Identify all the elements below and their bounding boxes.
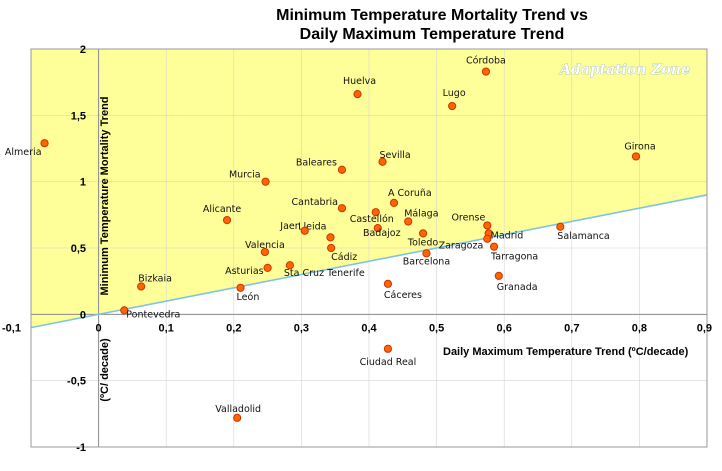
data-point: [236, 283, 245, 292]
data-point-label: Alicante: [203, 204, 242, 215]
data-point: [285, 261, 295, 270]
data-point-label: Baleares: [296, 158, 337, 169]
data-point-label: Girona: [624, 141, 655, 152]
x-tick-label: 0,8: [632, 322, 647, 334]
x-axis-label: Daily Maximum Temperature Trend (ºC/deca…: [443, 346, 689, 358]
data-point-label: Ciudad Real: [360, 357, 417, 368]
data-point: [404, 217, 413, 226]
data-point: [378, 157, 387, 166]
data-point: [300, 226, 309, 235]
data-point-label: Asturias: [225, 266, 264, 277]
data-point-label: Lugo: [443, 88, 466, 99]
x-tick-label: 0,2: [226, 322, 241, 334]
data-point-label: Badajoz: [363, 228, 401, 239]
data-point-label: Granada: [497, 282, 538, 293]
data-point: [418, 229, 428, 238]
data-point-label: Huelva: [343, 76, 376, 87]
x-tick-label: 0,3: [294, 322, 309, 334]
data-point-label: Zaragoza: [439, 241, 484, 252]
data-point-label: Salamanca: [557, 231, 609, 242]
y-tick-label: -1: [76, 442, 86, 454]
data-point-label: Toledo: [407, 237, 439, 248]
data-point: [337, 204, 347, 213]
data-point: [260, 247, 269, 257]
x-tick-label: 0: [96, 322, 102, 334]
x-tick-label: 0,5: [429, 322, 444, 334]
data-point: [327, 243, 336, 253]
data-point-label: Almeria: [5, 147, 42, 158]
x-tick-label: 0,1: [159, 322, 174, 334]
data-point-label: A Coruña: [388, 188, 432, 199]
data-point: [383, 344, 393, 353]
data-point: [337, 165, 347, 174]
y-tick-label: 1,5: [71, 110, 86, 122]
data-point: [631, 152, 641, 161]
data-point: [448, 101, 457, 111]
data-point: [353, 90, 362, 99]
data-point: [261, 177, 270, 186]
data-point-label: Málaga: [404, 208, 438, 219]
data-point-label: Jaen: [279, 221, 301, 232]
data-point: [481, 67, 491, 76]
data-point-label: León: [237, 292, 260, 303]
data-point: [222, 216, 232, 225]
data-point-label: Barcelona: [403, 256, 450, 267]
data-point-label: Castellón: [350, 214, 394, 225]
x-tick-label: 0,7: [564, 322, 579, 334]
data-point: [389, 198, 399, 207]
y-tick-label: 0,5: [71, 243, 86, 255]
data-point-label: Lleida: [298, 221, 326, 232]
x-tick-label: 0,4: [361, 322, 377, 334]
data-point: [489, 242, 499, 251]
data-point: [483, 221, 492, 230]
data-point: [494, 271, 503, 280]
x-tick-label: 0,9: [697, 322, 712, 334]
x-tick-label: 0,6: [497, 322, 512, 334]
chart-title-line2: Daily Maximum Temperature Trend: [300, 26, 565, 43]
data-point-label: Valladolid: [215, 404, 261, 415]
data-point-label: Valencia: [245, 240, 285, 251]
y-axis-label: Minimum Temperature Mortality Trend: [99, 96, 111, 295]
data-point-label: Madrid: [491, 230, 524, 241]
y-tick-label: 2: [80, 44, 86, 56]
data-point-label: Orense: [451, 212, 485, 223]
y-tick-label: -0,5: [67, 376, 86, 388]
data-point-label: Córdoba: [466, 56, 506, 67]
y-axis-unit-label: (ºC/ decade): [99, 338, 111, 402]
chart-title-line1: Minimum Temperature Mortality Trend vs: [276, 7, 588, 24]
data-point: [326, 233, 335, 242]
data-point: [120, 306, 129, 315]
plot-area: -0,1 0 0,1 0,2 0,3 0,4 0,5 0,6 0,7 0,8 0,9 -1 -0,5 0 0…: [2, 44, 712, 454]
data-point-label: Sevilla: [380, 150, 411, 161]
data-point: [40, 139, 49, 148]
data-point: [483, 234, 492, 243]
data-point-label: Cáceres: [384, 290, 422, 301]
adaptation-zone-label: Adaptation Zone: [558, 62, 690, 78]
data-point-label: Pontevedra: [126, 309, 180, 320]
data-point: [137, 282, 146, 291]
data-point-label: Tarragona: [490, 252, 538, 263]
data-point: [233, 413, 242, 422]
data-point: [371, 208, 380, 217]
plot-border: [30, 48, 708, 448]
data-point: [373, 224, 382, 233]
data-point: [263, 263, 272, 272]
y-tick-label: 1: [80, 177, 86, 189]
y-tick-label: 0: [80, 309, 86, 321]
x-tick-label: -0,1: [2, 322, 21, 334]
trend-line: [30, 194, 708, 329]
data-point-label: Cantabria: [292, 197, 338, 208]
data-point-label: Bizkaia: [138, 273, 172, 284]
data-point: [422, 249, 431, 258]
data-point: [383, 279, 393, 288]
data-point-label: Sta Cruz Tenerife: [284, 268, 365, 279]
data-point: [556, 222, 565, 231]
data-point-label: Cádiz: [331, 252, 357, 263]
data-point-label: Murcia: [229, 170, 261, 181]
